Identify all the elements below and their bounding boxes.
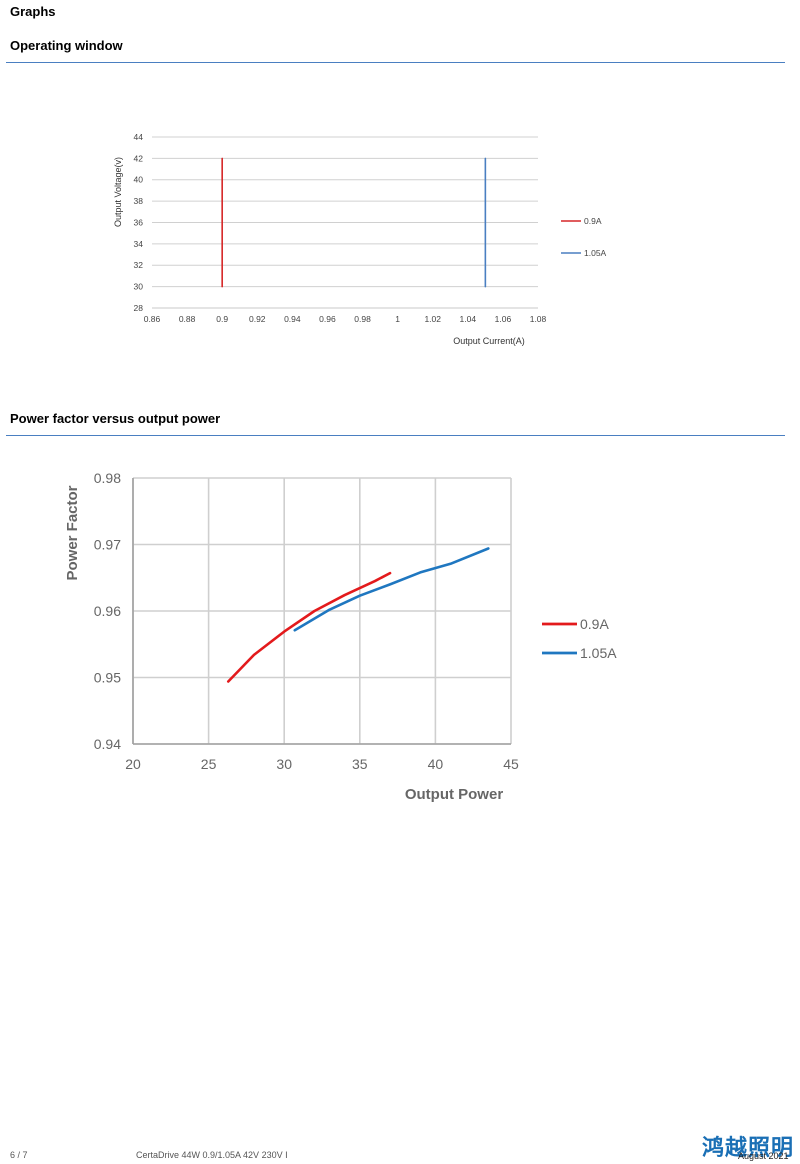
y-tick-label: 32: [134, 260, 144, 270]
product-name: CertaDrive 44W 0.9/1.05A 42V 230V I: [136, 1150, 288, 1160]
y-tick-label: 42: [134, 153, 144, 163]
x-tick-label: 35: [352, 756, 368, 772]
y-tick-label: 0.96: [94, 603, 121, 619]
x-tick-label: 1: [395, 314, 400, 324]
y-tick-label: 30: [134, 282, 144, 292]
y-tick-label: 38: [134, 196, 144, 206]
y-tick-label: 0.95: [94, 669, 121, 685]
page-number: 6 / 7: [10, 1150, 28, 1160]
x-tick-label: 1.08: [530, 314, 547, 324]
y-tick-label: 34: [134, 239, 144, 249]
x-tick-label: 30: [276, 756, 292, 772]
x-tick-label: 0.9: [216, 314, 228, 324]
x-tick-label: 40: [428, 756, 444, 772]
x-tick-label: 0.86: [144, 314, 161, 324]
y-tick-label: 40: [134, 175, 144, 185]
company-logo: 鸿越照明: [702, 1136, 795, 1161]
x-tick-label: 25: [201, 756, 217, 772]
y-axis-title: Output Voltage(v): [113, 157, 123, 227]
legend-label: 0.9A: [580, 616, 609, 632]
x-tick-label: 20: [125, 756, 141, 772]
x-tick-label: 0.88: [179, 314, 196, 324]
section-title-operating-window: Operating window: [10, 38, 123, 53]
legend-label: 1.05A: [580, 645, 617, 661]
y-tick-label: 0.98: [94, 470, 121, 486]
legend-label: 0.9A: [584, 216, 602, 226]
x-tick-label: 0.94: [284, 314, 301, 324]
y-axis-title: Power Factor: [64, 485, 81, 580]
section-divider: [6, 435, 785, 436]
x-tick-label: 1.02: [424, 314, 441, 324]
y-tick-label: 0.97: [94, 536, 121, 552]
legend-label: 1.05A: [584, 248, 607, 258]
x-axis-title: Output Current(A): [453, 336, 525, 346]
x-tick-label: 0.98: [354, 314, 371, 324]
operating-window-chart: 28 30 32 34 36 38 40 42 44 0.86 0.88 0.9 0.92 0.94 0.9…: [113, 132, 607, 346]
page-heading: Graphs: [10, 4, 56, 19]
y-tick-label: 44: [134, 132, 144, 142]
x-tick-label: 0.92: [249, 314, 266, 324]
x-tick-label: 1.06: [495, 314, 512, 324]
y-tick-label: 28: [134, 303, 144, 313]
y-tick-label: 0.94: [94, 736, 121, 752]
x-tick-label: 45: [503, 756, 519, 772]
x-tick-label: 0.96: [319, 314, 336, 324]
series-line: [293, 547, 490, 632]
document-date: August 2021: [738, 1151, 789, 1161]
series-line: [226, 571, 392, 683]
section-divider: [6, 62, 785, 63]
y-tick-label: 36: [134, 217, 144, 227]
section-title-power-factor: Power factor versus output power: [10, 411, 221, 426]
x-axis-title: Output Power: [405, 786, 503, 803]
x-tick-label: 1.04: [460, 314, 477, 324]
